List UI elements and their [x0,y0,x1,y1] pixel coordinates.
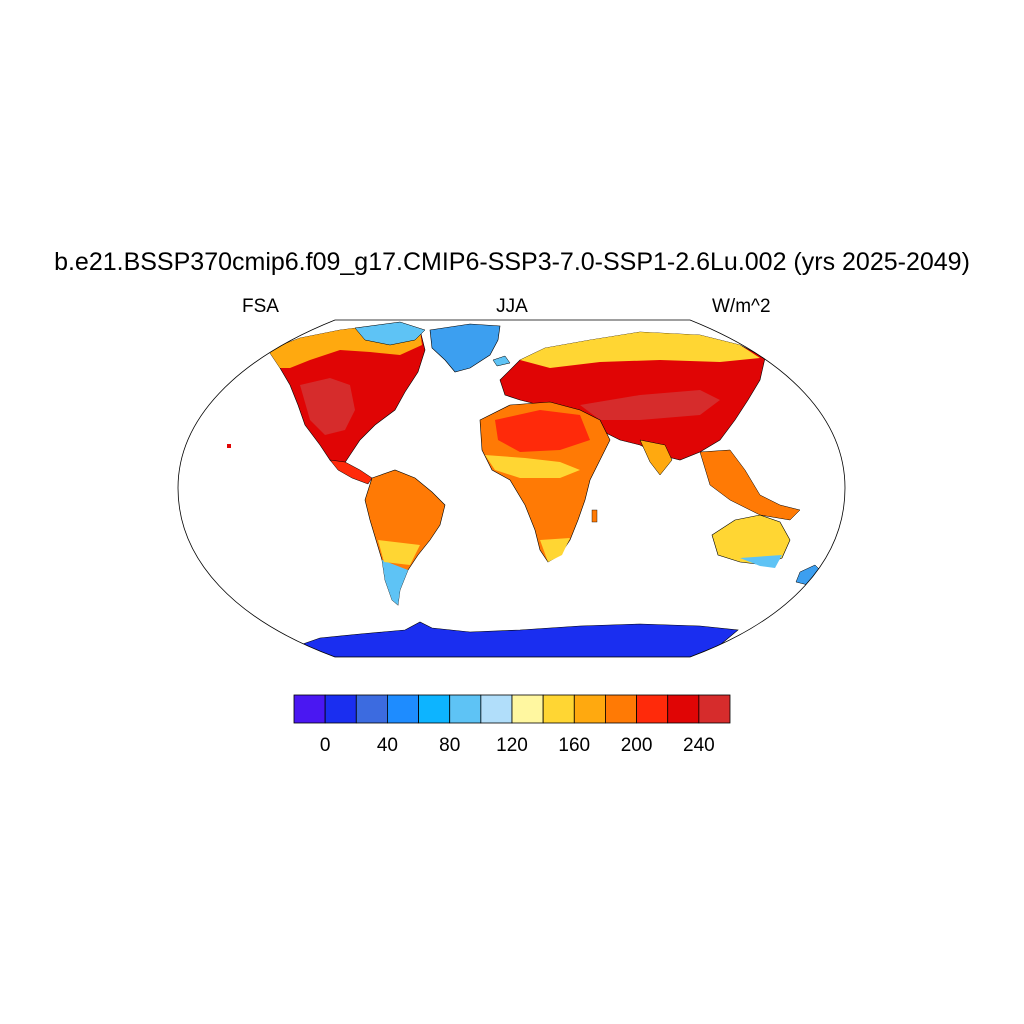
india [639,439,673,476]
colorbar-box [698,694,731,724]
south-america-south [382,560,408,605]
map-boundary [177,319,846,658]
colorbar-box [324,694,357,724]
colorbar-tick-label: 240 [683,735,715,756]
colorbar-box [387,694,419,724]
variable-label: FSA [242,296,279,317]
usa-core [300,378,355,435]
colorbar-box [667,694,700,724]
siberia-north [520,332,760,368]
colorbar-labels: 0 40 80 120 160 200 240 [320,735,715,756]
greenland [429,323,501,373]
south-africa [540,538,570,562]
sahara [495,410,590,452]
colorbar-box [605,694,637,724]
colorbar-box [573,694,606,724]
colorbar-tick-label: 40 [377,735,398,756]
sahel [485,455,580,478]
colorbar-boxes [293,694,731,724]
colorbar-box [293,694,326,724]
season-label: JJA [496,296,528,317]
arctic-islands [354,321,426,346]
iceland [492,355,511,367]
colorbar-box [511,694,544,724]
colorbar-tick-label: 0 [320,735,331,756]
australia-south [740,555,782,568]
madagascar [591,509,598,523]
colorbar-box [418,694,451,724]
southeast-asia [699,449,801,521]
colorbar-tick-label: 80 [439,735,460,756]
colorbar-box [355,694,388,724]
colorbar-box [480,694,513,724]
australia [711,514,791,566]
central-asia [580,390,720,420]
units-label: W/m^2 [712,296,771,317]
colorbar-tick-label: 160 [558,735,590,756]
hawaii [227,444,231,448]
colorbar-box [636,694,669,724]
colorbar-box [449,694,482,724]
central-america [329,459,373,485]
colorbar-box [542,694,575,724]
colorbar-tick-label: 200 [621,735,653,756]
colorbar-tick-label: 120 [496,735,528,756]
map-title: b.e21.BSSP370cmip6.f09_g17.CMIP6-SSP3-7.… [54,248,970,276]
land-fill [227,321,823,657]
south-america-mid [378,540,420,565]
